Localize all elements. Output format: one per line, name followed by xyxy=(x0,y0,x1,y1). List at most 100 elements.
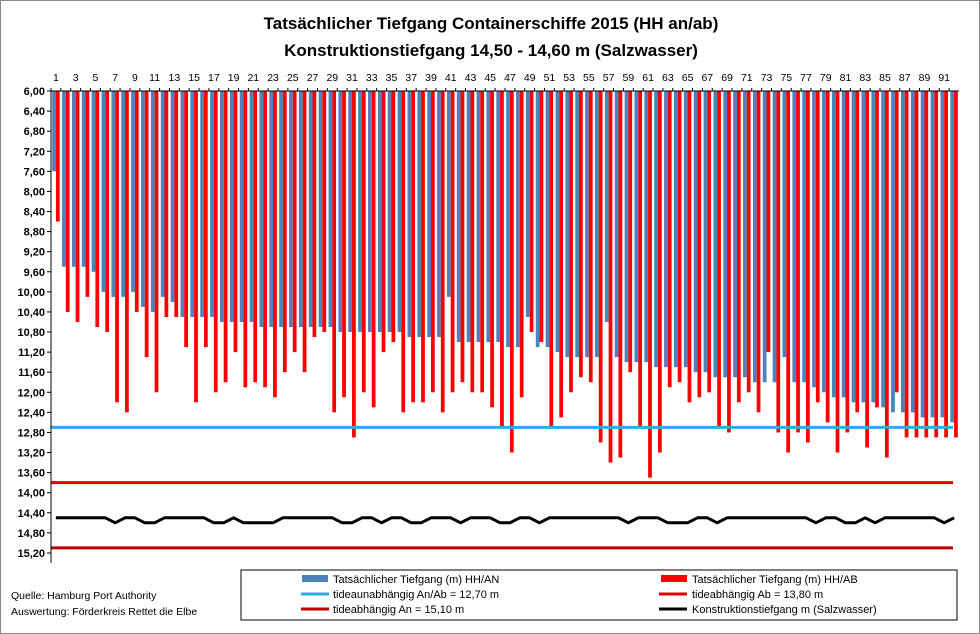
x-tick-label: 25 xyxy=(287,72,299,84)
bar-ab xyxy=(766,91,771,353)
x-tick-label: 11 xyxy=(149,72,160,84)
x-tick-label: 75 xyxy=(780,72,792,84)
y-tick-label: 6,40 xyxy=(24,106,45,118)
bar-ab xyxy=(154,91,159,393)
bar-an xyxy=(762,91,767,383)
bar-an xyxy=(121,91,126,297)
bar-ab xyxy=(618,91,623,458)
bar-ab xyxy=(934,91,939,438)
x-tick-label: 17 xyxy=(208,72,220,84)
bar-ab xyxy=(460,91,465,383)
y-axis-tick-labels: 6,00 6,40 6,80 7,20 7,60 8,00 8,40 8,80 9,20 9,60… xyxy=(17,86,51,560)
bar-ab xyxy=(815,91,820,403)
bar-ab xyxy=(381,91,386,353)
x-tick-label: 55 xyxy=(583,72,595,84)
bar-ab xyxy=(598,91,603,443)
bar-ab xyxy=(894,91,899,393)
bar-ab xyxy=(55,91,60,222)
bar-an xyxy=(910,91,915,413)
bar-ab xyxy=(845,91,850,433)
x-tick-label: 13 xyxy=(169,72,181,84)
bar-an xyxy=(624,91,629,363)
bar-ab xyxy=(223,91,228,383)
legend-box xyxy=(240,569,958,621)
bar-ab xyxy=(342,91,346,398)
bar-an xyxy=(930,91,935,418)
bar-ab xyxy=(440,91,445,413)
bar-ab xyxy=(450,91,455,393)
bar-an xyxy=(427,91,431,338)
y-tick-label: 13,20 xyxy=(17,448,45,460)
x-tick-label: 51 xyxy=(544,72,556,84)
bar-ab xyxy=(825,91,830,423)
x-tick-label: 19 xyxy=(228,72,240,84)
bar-ab xyxy=(430,91,435,393)
y-tick-label: 9,20 xyxy=(24,247,45,259)
bar-an xyxy=(604,91,609,322)
bar-an xyxy=(229,91,234,322)
bar-ab xyxy=(904,91,909,438)
bar-ab xyxy=(292,91,297,353)
bar-ab xyxy=(184,91,188,348)
bar-ab xyxy=(401,91,406,413)
bar-ab xyxy=(588,91,593,383)
bar-ab xyxy=(855,91,860,413)
bar-an xyxy=(348,91,353,333)
bar-an xyxy=(891,91,895,413)
x-tick-label: 59 xyxy=(623,72,635,84)
bar-an xyxy=(802,91,807,383)
bar-ab xyxy=(322,91,327,333)
bar-an xyxy=(831,91,836,398)
x-tick-label: 61 xyxy=(642,72,654,84)
bar-an xyxy=(664,91,668,368)
bar-ab xyxy=(213,91,218,393)
bar-an xyxy=(417,91,422,338)
x-tick-label: 73 xyxy=(761,72,773,84)
x-tick-label: 85 xyxy=(879,72,891,84)
evaluation-note: Auswertung: Förderkreis Rettet die Elbe xyxy=(11,606,197,618)
bar-ab xyxy=(174,91,179,317)
bar-ab xyxy=(371,91,376,408)
bar-an xyxy=(693,91,698,373)
y-tick-label: 10,40 xyxy=(17,307,45,319)
bar-an xyxy=(673,91,678,368)
y-tick-label: 6,00 xyxy=(24,86,45,98)
x-tick-label: 91 xyxy=(938,72,950,84)
bar-an xyxy=(111,91,116,297)
bar-ab xyxy=(727,91,731,433)
bar-ab xyxy=(884,91,889,458)
legend-label-an: Tatsächlicher Tiefgang (m) HH/AN xyxy=(333,574,499,586)
bar-an xyxy=(407,91,412,338)
bar-an xyxy=(219,91,224,322)
bar-an xyxy=(437,91,441,338)
x-tick-label: 31 xyxy=(346,72,358,84)
bar-ab xyxy=(954,91,958,438)
bar-ab xyxy=(65,91,70,312)
x-tick-label: 89 xyxy=(919,72,931,84)
bar-an xyxy=(318,91,323,327)
bar-an xyxy=(259,91,264,327)
bar-an xyxy=(446,91,451,297)
chart-subtitle: Konstruktionstiefgang 14,50 - 14,60 m (S… xyxy=(284,41,698,60)
bar-an xyxy=(525,91,530,317)
bar-ab xyxy=(776,91,781,433)
bar-an xyxy=(545,91,550,348)
y-tick-label: 7,20 xyxy=(24,146,45,158)
bar-an xyxy=(812,91,816,388)
bar-an xyxy=(585,91,589,358)
bar-ab xyxy=(273,91,277,398)
bar-ab xyxy=(539,91,544,343)
bar-an xyxy=(101,91,106,292)
bar-an xyxy=(377,91,382,333)
reference-lines xyxy=(51,425,955,550)
legend-label-ref-1510: tideabhängig An = 15,10 m xyxy=(333,604,464,616)
x-tick-label: 63 xyxy=(662,72,674,84)
y-tick-label: 14,80 xyxy=(17,528,45,540)
x-tick-label: 87 xyxy=(899,72,911,84)
bar-an xyxy=(476,91,481,343)
x-axis-tick-labels: 1 3 5 7 9 11 13 15 17 19 21 23 25 27 29 31 33 35 37 39 41 43 4… xyxy=(50,72,950,91)
x-tick-label: 9 xyxy=(132,72,138,84)
bar-ab xyxy=(125,91,129,413)
bar-an xyxy=(654,91,658,368)
bar-ab xyxy=(944,91,948,438)
